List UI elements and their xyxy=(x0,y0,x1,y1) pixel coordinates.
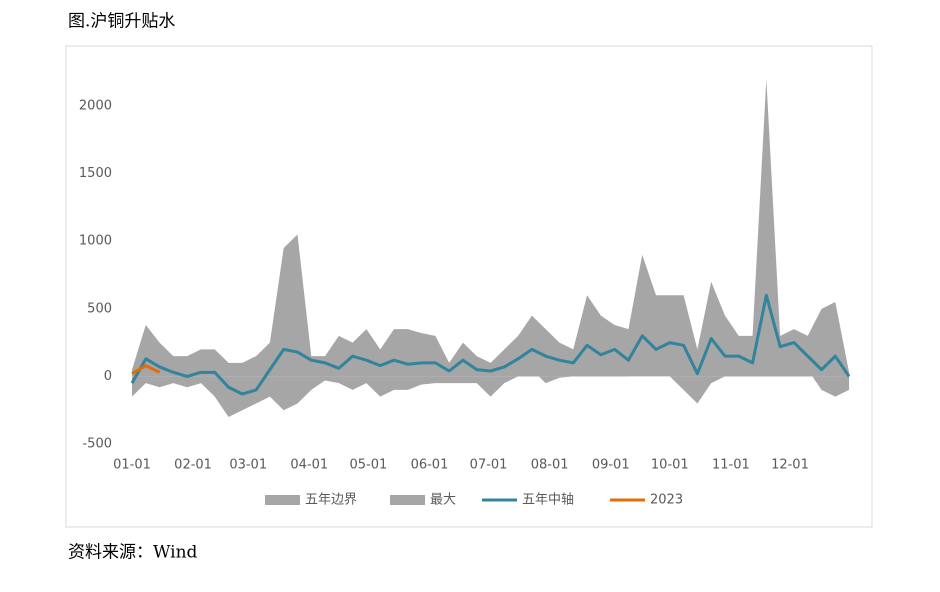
legend-swatch xyxy=(390,495,425,505)
legend-label: 五年边界 xyxy=(305,493,357,508)
x-tick-label: 06-01 xyxy=(411,458,449,473)
legend-label: 2023 xyxy=(650,493,683,508)
y-tick-label: 1000 xyxy=(79,234,112,249)
x-tick-label: 12-01 xyxy=(771,458,809,473)
y-tick-label: 500 xyxy=(87,301,112,316)
x-tick-label: 01-01 xyxy=(113,458,151,473)
legend-swatch xyxy=(265,495,300,505)
line xyxy=(130,293,851,396)
y-tick-label: -500 xyxy=(82,437,112,452)
x-tick-label: 09-01 xyxy=(592,458,630,473)
x-tick-label: 02-01 xyxy=(174,458,212,473)
legend-label: 五年中轴 xyxy=(522,493,574,508)
y-tick-label: 0 xyxy=(104,369,112,384)
x-tick-label: 04-01 xyxy=(290,458,328,473)
x-tick-label: 07-01 xyxy=(470,458,508,473)
line xyxy=(131,364,161,375)
x-tick-label: 10-01 xyxy=(651,458,689,473)
x-tick-label: 11-01 xyxy=(712,458,750,473)
x-tick-label: 05-01 xyxy=(350,458,388,473)
chart-frame xyxy=(65,45,873,528)
legend-label: 最大 xyxy=(430,493,456,508)
y-tick-label: 2000 xyxy=(79,99,112,114)
x-tick-label: 03-01 xyxy=(229,458,267,473)
area xyxy=(132,79,850,377)
x-tick-label: 08-01 xyxy=(531,458,569,473)
source-note: 资料来源：Wind xyxy=(68,543,198,563)
y-tick-label: 1500 xyxy=(79,166,112,181)
page-title: 图.沪铜升贴水 xyxy=(68,12,175,32)
